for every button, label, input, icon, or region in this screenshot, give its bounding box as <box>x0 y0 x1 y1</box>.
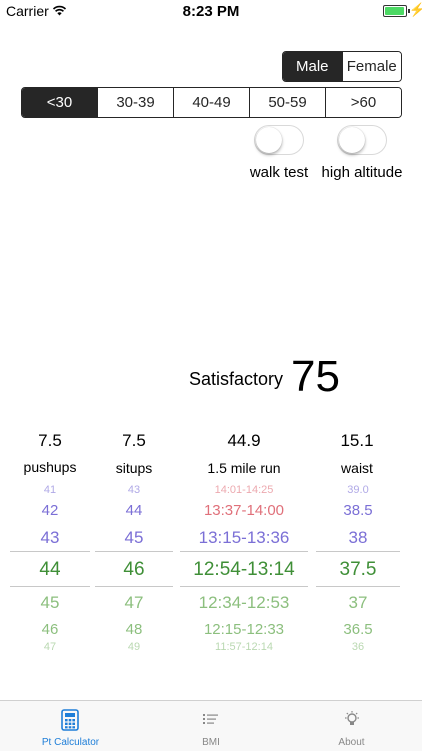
picker-item: 12:15-12:33 <box>203 621 285 638</box>
picker-item: 42 <box>41 502 59 519</box>
picker-item: 13:15-13:36 <box>198 528 290 547</box>
run-score: 44.9 <box>227 431 261 450</box>
picker-item: 47 <box>43 641 57 653</box>
waist-label: waist <box>341 460 373 476</box>
picker-item: 36 <box>351 641 365 653</box>
pushups-label: pushups <box>23 459 77 475</box>
wifi-icon <box>52 5 67 16</box>
high-altitude-label: high altitude <box>321 164 403 181</box>
picker-item: 43 <box>40 528 60 547</box>
run-picker[interactable]: 14:01-14:25 13:37-14:00 13:15-13:36 12:5… <box>180 482 308 654</box>
picker-item: 11:57-12:14 <box>215 641 273 653</box>
picker-item: 45 <box>40 593 60 612</box>
tab-label: Pt Calculator <box>41 737 100 748</box>
picker-item: 44 <box>125 502 143 519</box>
picker-item: 36.5 <box>343 621 373 638</box>
picker-item: 41 <box>43 484 57 496</box>
walk-test-label: walk test <box>249 164 309 181</box>
tab-bar: Pt Calculator BMI About <box>0 700 422 751</box>
calculator-icon <box>61 709 79 731</box>
charging-icon: ⚡ <box>409 2 422 17</box>
picker-item: 46 <box>123 559 145 580</box>
tab-label: About <box>338 737 365 748</box>
tab-label: BMI <box>202 737 220 748</box>
age-segmented-control: <30 30-39 40-49 50-59 >60 <box>21 87 402 118</box>
tab-bmi[interactable]: BMI <box>141 701 281 751</box>
picker-item: 14:01-14:25 <box>214 484 274 496</box>
picker-item: 46 <box>41 621 59 638</box>
picker-item: 49 <box>127 641 141 653</box>
situps-score: 7.5 <box>122 431 146 450</box>
picker-item: 12:34-12:53 <box>198 593 290 612</box>
result-rating: Satisfactory <box>189 369 284 389</box>
picker-item: 13:37-14:00 <box>203 502 285 519</box>
picker-item: 39.0 <box>347 484 369 496</box>
picker-item: 44 <box>39 559 61 580</box>
tab-pt-calculator[interactable]: Pt Calculator <box>0 701 141 751</box>
age-option-40-49[interactable]: 40-49 <box>173 88 249 117</box>
carrier-label: Carrier <box>6 3 49 19</box>
situps-label: situps <box>115 460 153 476</box>
waist-picker[interactable]: 39.0 38.5 38 37.5 37 36.5 36 <box>316 482 400 654</box>
picker-item: 43 <box>127 484 141 496</box>
picker-item: 37 <box>348 593 368 612</box>
lightbulb-icon <box>345 711 359 725</box>
picker-item: 37.5 <box>339 559 377 580</box>
tab-about[interactable]: About <box>281 701 422 751</box>
pushups-score: 7.5 <box>38 431 62 450</box>
picker-item: 45 <box>124 528 144 547</box>
picker-item: 38 <box>348 528 368 547</box>
picker-item: 47 <box>124 593 144 612</box>
age-option-50-59[interactable]: 50-59 <box>249 88 325 117</box>
waist-score: 15.1 <box>340 431 374 450</box>
gender-segmented-control: Male Female <box>282 51 402 82</box>
run-label: 1.5 mile run <box>207 460 281 476</box>
age-option-over-60[interactable]: >60 <box>325 88 401 117</box>
battery-icon <box>383 5 410 17</box>
list-icon <box>203 714 218 724</box>
high-altitude-switch[interactable] <box>337 125 387 155</box>
result-score: 75 <box>291 352 340 401</box>
situps-picker[interactable]: 43 44 45 46 47 48 49 <box>95 482 173 654</box>
pushups-picker[interactable]: 41 42 43 44 45 46 47 <box>10 482 90 654</box>
picker-item: 38.5 <box>343 502 373 519</box>
status-time: 8:23 PM <box>182 3 240 20</box>
gender-option-male[interactable]: Male <box>283 52 342 81</box>
age-option-30-39[interactable]: 30-39 <box>97 88 173 117</box>
picker-item: 48 <box>125 621 143 638</box>
picker-item: 12:54-13:14 <box>193 559 295 580</box>
gender-option-female[interactable]: Female <box>341 52 401 81</box>
walk-test-switch[interactable] <box>254 125 304 155</box>
age-option-under-30[interactable]: <30 <box>22 88 97 117</box>
